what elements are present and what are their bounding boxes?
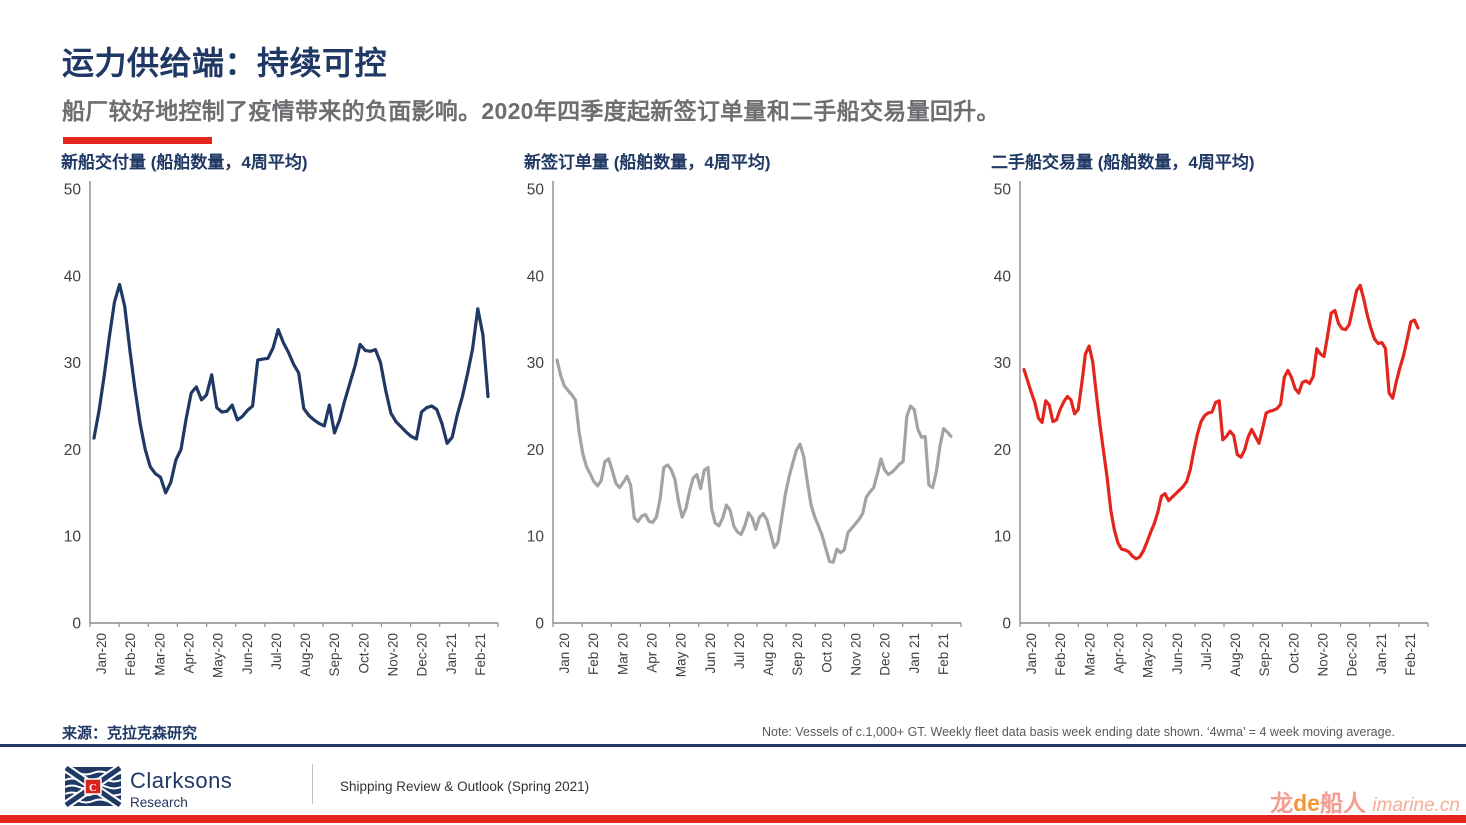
logo-name: Clarksons xyxy=(130,768,233,793)
page-title: 运力供给端：持续可控 xyxy=(62,45,388,81)
footer-vertical-divider xyxy=(312,764,313,804)
watermark: 龙de船人 imarine.cn xyxy=(1270,784,1460,818)
page-subtitle: 船厂较好地控制了疫情带来的负面影响。2020年四季度起新签订单量和二手船交易量回… xyxy=(62,98,1000,124)
svg-text:10: 10 xyxy=(64,529,82,546)
svg-text:Apr-20: Apr-20 xyxy=(182,633,197,674)
svg-text:50: 50 xyxy=(64,182,82,199)
svg-text:C: C xyxy=(89,782,97,794)
footnote: Note: Vessels of c.1,000+ GT. Weekly fle… xyxy=(762,725,1395,739)
line-chart-deliveries: 0 10 20 30 40 50 Jan-20 Feb-20 Mar-20 Apr-20 May-2… xyxy=(64,181,499,678)
svg-text:30: 30 xyxy=(994,355,1012,372)
svg-text:10: 10 xyxy=(994,529,1012,546)
svg-text:Sep-20: Sep-20 xyxy=(1257,633,1272,677)
clarksons-wordmark: Clarksons Research xyxy=(130,768,232,810)
svg-text:40: 40 xyxy=(64,268,82,285)
svg-text:Sep 20: Sep 20 xyxy=(790,633,805,676)
watermark-site: imarine.cn xyxy=(1372,795,1460,816)
chart-new-ship-deliveries: 新船交付量 (船舶数量，4周平均) 0 10 20 30 40 50 Jan-20 Feb-2… xyxy=(56,148,508,685)
svg-text:40: 40 xyxy=(527,268,545,285)
svg-text:Apr-20: Apr-20 xyxy=(1112,633,1127,674)
svg-text:May 20: May 20 xyxy=(674,633,689,677)
svg-text:May-20: May-20 xyxy=(211,633,226,678)
chart-title-deliveries: 新船交付量 (船舶数量，4周平均) xyxy=(61,153,308,172)
svg-text:Mar-20: Mar-20 xyxy=(152,633,167,676)
line-chart-secondhand: 0 10 20 30 40 50 Jan-20 Feb-20 Mar-20 Apr-20 May-2… xyxy=(994,181,1429,678)
svg-text:Jan-20: Jan-20 xyxy=(94,633,109,674)
svg-text:Mar 20: Mar 20 xyxy=(615,633,630,675)
svg-text:Feb-20: Feb-20 xyxy=(1053,633,1068,676)
svg-text:Oct-20: Oct-20 xyxy=(356,633,371,674)
line-chart-orders: 0 10 20 30 40 50 Jan 20 Feb 20 Mar 20 Apr 20 May 2… xyxy=(527,181,962,677)
svg-text:Apr 20: Apr 20 xyxy=(645,633,660,673)
svg-text:Mar-20: Mar-20 xyxy=(1082,633,1097,676)
bottom-red-bar xyxy=(0,815,1466,823)
logo-subname: Research xyxy=(130,795,188,810)
svg-text:Jan-21: Jan-21 xyxy=(444,633,459,674)
svg-text:Nov-20: Nov-20 xyxy=(386,633,401,677)
svg-text:Oct-20: Oct-20 xyxy=(1286,633,1301,674)
svg-text:Aug 20: Aug 20 xyxy=(761,633,776,676)
svg-text:Jul-20: Jul-20 xyxy=(269,633,284,670)
chart-secondhand-sales: 二手船交易量 (船舶数量，4周平均) 0 10 20 30 40 50 Jan-20 Feb-… xyxy=(986,148,1438,685)
svg-text:Feb 21: Feb 21 xyxy=(936,633,951,675)
svg-text:Jan 21: Jan 21 xyxy=(907,633,922,674)
source-label: 来源：克拉克森研究 xyxy=(62,725,198,742)
watermark-cn-left: 龙 xyxy=(1270,790,1294,816)
svg-text:50: 50 xyxy=(994,182,1012,199)
red-accent-bar xyxy=(63,137,212,144)
svg-text:Jan-20: Jan-20 xyxy=(1024,633,1039,674)
svg-text:0: 0 xyxy=(535,616,544,633)
svg-text:30: 30 xyxy=(527,355,545,372)
svg-text:Nov-20: Nov-20 xyxy=(1316,633,1331,677)
svg-text:30: 30 xyxy=(64,355,82,372)
svg-text:Dec 20: Dec 20 xyxy=(878,633,893,676)
watermark-de: de xyxy=(1293,790,1320,816)
svg-text:0: 0 xyxy=(1002,616,1011,633)
svg-text:Jul-20: Jul-20 xyxy=(1199,633,1214,670)
chart-title-orders: 新签订单量 (船舶数量，4周平均) xyxy=(524,153,771,172)
watermark-cn-right: 船人 xyxy=(1319,790,1366,816)
svg-text:Jun 20: Jun 20 xyxy=(703,633,718,674)
chart-title-secondhand: 二手船交易量 (船舶数量，4周平均) xyxy=(991,153,1255,172)
svg-text:Aug-20: Aug-20 xyxy=(298,633,313,677)
svg-text:Dec-20: Dec-20 xyxy=(1345,633,1360,677)
chart-new-orders: 新签订单量 (船舶数量，4周平均) 0 10 20 30 40 50 Jan 20 Feb 2… xyxy=(519,148,971,685)
svg-text:Sep-20: Sep-20 xyxy=(327,633,342,677)
svg-text:Feb-20: Feb-20 xyxy=(123,633,138,676)
svg-text:20: 20 xyxy=(527,442,545,459)
svg-text:Nov 20: Nov 20 xyxy=(849,633,864,676)
svg-text:40: 40 xyxy=(994,268,1012,285)
svg-text:20: 20 xyxy=(994,442,1012,459)
svg-text:Dec-20: Dec-20 xyxy=(415,633,430,677)
svg-text:Jan-21: Jan-21 xyxy=(1374,633,1389,674)
svg-text:20: 20 xyxy=(64,442,82,459)
svg-text:Jul 20: Jul 20 xyxy=(732,633,747,669)
footer-document-title: Shipping Review & Outlook (Spring 2021) xyxy=(340,779,590,794)
svg-text:Feb-21: Feb-21 xyxy=(1403,633,1418,676)
svg-text:Jun-20: Jun-20 xyxy=(1170,633,1185,674)
svg-text:Jan 20: Jan 20 xyxy=(557,633,572,674)
svg-text:Feb 20: Feb 20 xyxy=(586,633,601,675)
svg-text:0: 0 xyxy=(72,616,81,633)
svg-text:Feb-21: Feb-21 xyxy=(473,633,488,676)
svg-text:Aug-20: Aug-20 xyxy=(1228,633,1243,677)
svg-text:50: 50 xyxy=(527,182,545,199)
svg-text:May-20: May-20 xyxy=(1141,633,1156,678)
clarksons-flag-logo-icon: C xyxy=(64,766,122,807)
svg-text:Jun-20: Jun-20 xyxy=(240,633,255,674)
svg-text:10: 10 xyxy=(527,529,545,546)
footer-divider-line xyxy=(0,744,1466,747)
svg-text:Oct 20: Oct 20 xyxy=(819,633,834,673)
